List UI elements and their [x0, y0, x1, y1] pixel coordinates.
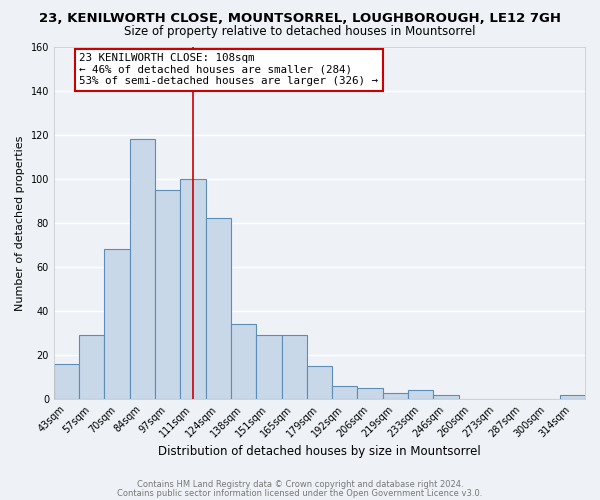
Text: Contains HM Land Registry data © Crown copyright and database right 2024.: Contains HM Land Registry data © Crown c…: [137, 480, 463, 489]
Text: 23 KENILWORTH CLOSE: 108sqm
← 46% of detached houses are smaller (284)
53% of se: 23 KENILWORTH CLOSE: 108sqm ← 46% of det…: [79, 53, 378, 86]
Bar: [206, 218, 231, 399]
Text: Size of property relative to detached houses in Mountsorrel: Size of property relative to detached ho…: [124, 25, 476, 38]
Bar: [433, 395, 458, 399]
Bar: [560, 395, 585, 399]
Bar: [383, 392, 408, 399]
Bar: [281, 335, 307, 399]
Bar: [79, 335, 104, 399]
Bar: [155, 190, 181, 399]
Y-axis label: Number of detached properties: Number of detached properties: [15, 135, 25, 310]
Text: 23, KENILWORTH CLOSE, MOUNTSORREL, LOUGHBOROUGH, LE12 7GH: 23, KENILWORTH CLOSE, MOUNTSORREL, LOUGH…: [39, 12, 561, 26]
Bar: [231, 324, 256, 399]
Bar: [332, 386, 358, 399]
Bar: [130, 139, 155, 399]
Bar: [408, 390, 433, 399]
Text: Contains public sector information licensed under the Open Government Licence v3: Contains public sector information licen…: [118, 489, 482, 498]
Bar: [358, 388, 383, 399]
Bar: [256, 335, 281, 399]
Bar: [54, 364, 79, 399]
X-axis label: Distribution of detached houses by size in Mountsorrel: Distribution of detached houses by size …: [158, 444, 481, 458]
Bar: [181, 179, 206, 399]
Bar: [104, 250, 130, 399]
Bar: [307, 366, 332, 399]
